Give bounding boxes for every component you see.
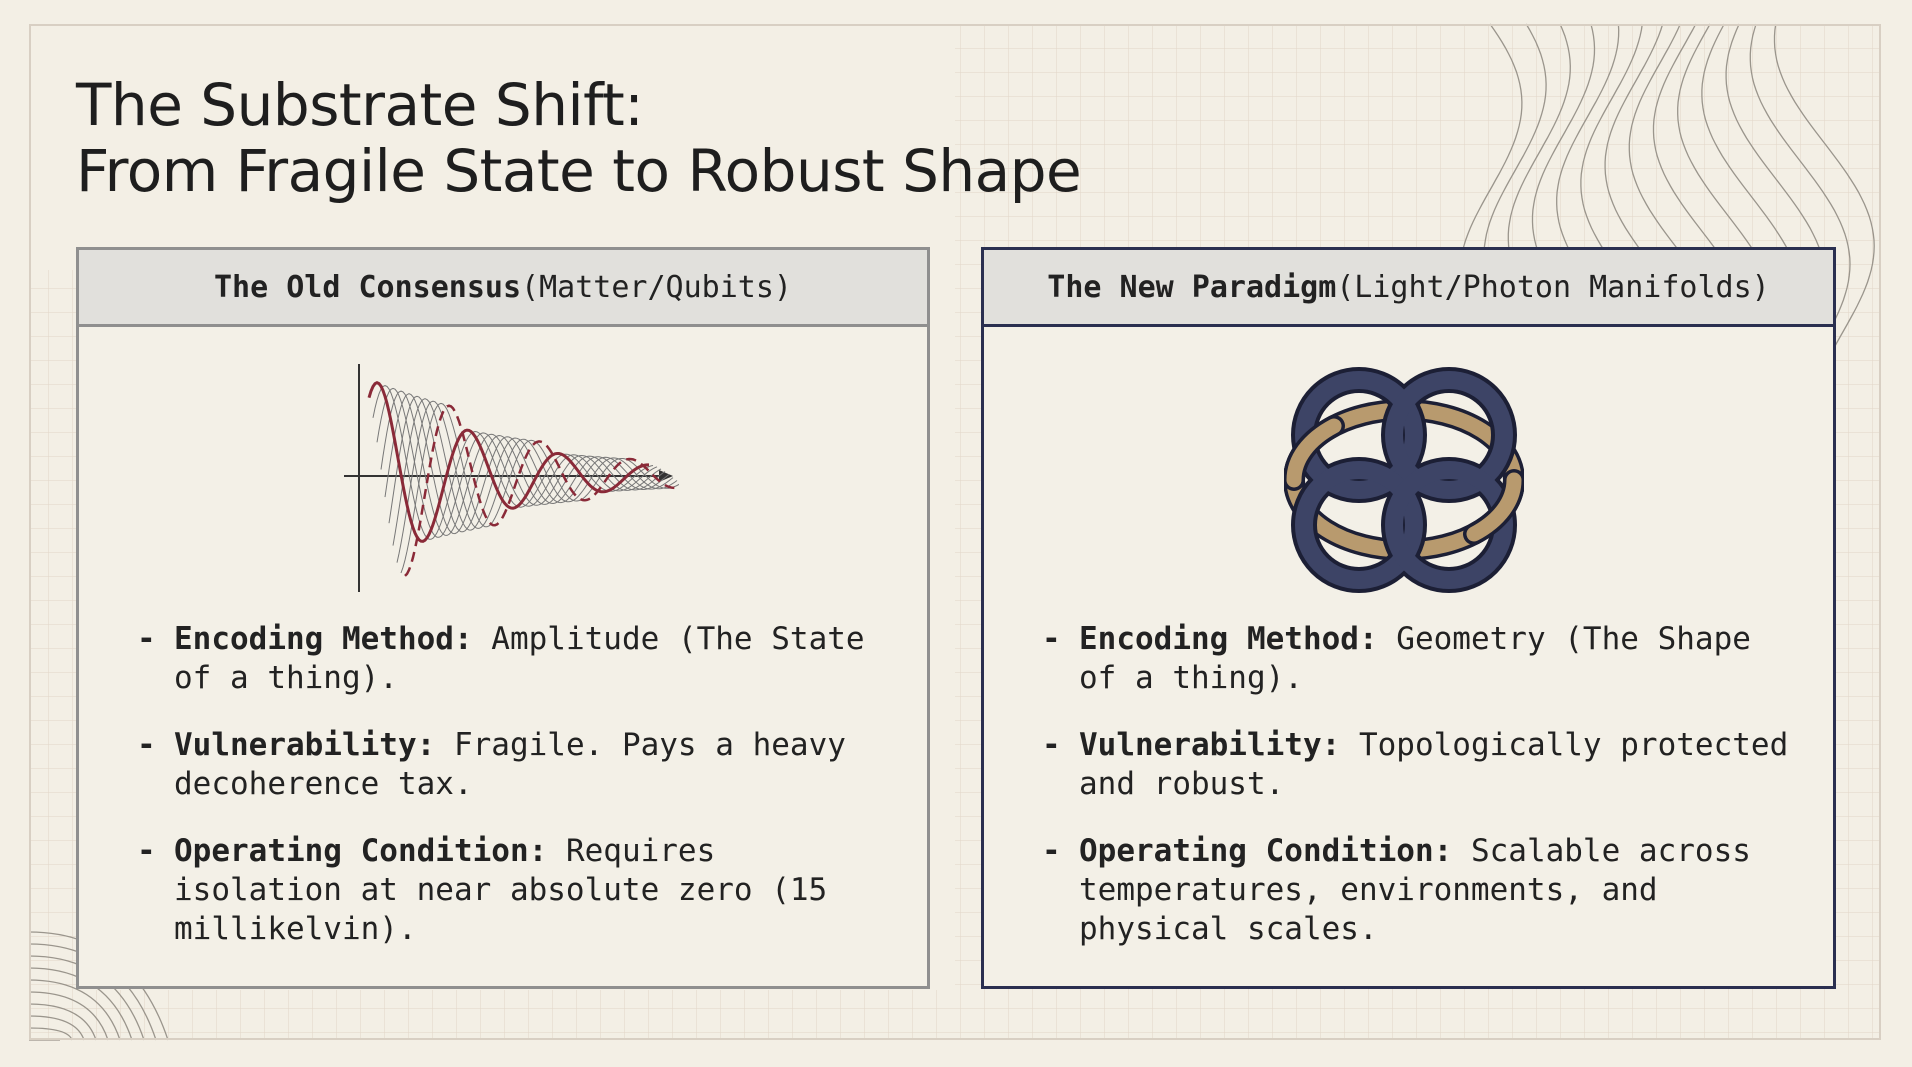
bullet-text: Amplitude (The State of a thing).: [174, 621, 865, 696]
wave-echo: [392, 398, 674, 546]
bullet: - Vulnerability: Topologically protected …: [1042, 727, 1789, 802]
wave-echo: [396, 400, 678, 563]
bullet-label: Vulnerability:: [1079, 727, 1341, 763]
bullet-list: - Encoding Method: Amplitude (The State o…: [137, 620, 894, 977]
bullet-text: Fragile. Pays a heavy decoherence tax.: [174, 727, 846, 802]
bullet-label: Operating Condition:: [1079, 833, 1453, 869]
bullet-text: Scalable across temperatures, environmen…: [1079, 833, 1751, 947]
panel-heading-bold: The New Paradigm: [1047, 269, 1337, 305]
title-line: From Fragile State to Robust Shape: [76, 137, 1082, 205]
bullet-text: Requires isolation at near absolute zero…: [174, 833, 828, 947]
bullet-label: Operating Condition:: [174, 833, 548, 869]
contour-line: [28, 1003, 97, 1041]
bullet: - Vulnerability: Fragile. Pays a heavy de…: [137, 727, 846, 802]
contour-line: [28, 979, 121, 1041]
wave-echo: [380, 390, 662, 536]
panel-heading-rest: (Matter/Qubits): [521, 269, 792, 305]
panel-heading-bold: The Old Consensus: [214, 269, 522, 305]
bullet-label: Encoding Method:: [174, 621, 473, 657]
wave-dashed: [404, 404, 679, 577]
bullet-list: - Encoding Method: Geometry (The Shape of…: [1042, 620, 1799, 977]
contour-line: [28, 1015, 85, 1041]
panel: The New Paradigm (Light/Photon Manifolds…: [981, 247, 1836, 989]
bullet: - Operating Condition: Requires isolation…: [137, 833, 828, 947]
frame: [29, 24, 1881, 1040]
wave-illustration: [344, 364, 679, 592]
wave-echo: [388, 395, 670, 533]
bullet: - Encoding Method: Geometry (The Shape of…: [1042, 621, 1751, 696]
bullet-label: Vulnerability:: [174, 727, 436, 763]
bullet: - Encoding Method: Amplitude (The State o…: [137, 621, 865, 696]
contour-line: [28, 991, 109, 1041]
contour-line: [1773, 23, 1875, 379]
bullet-label: Encoding Method:: [1079, 621, 1378, 657]
title-line: The Substrate Shift:: [76, 71, 644, 139]
wave-echo: [384, 393, 666, 535]
wave: [367, 381, 649, 543]
panel: The Old Consensus (Matter/Qubits) - Encod…: [76, 247, 930, 989]
panel-heading-rest: (Light/Photon Manifolds): [1336, 269, 1770, 305]
bullet: - Operating Condition: Scalable across te…: [1042, 833, 1751, 947]
title: The Substrate Shift: From Fragile State …: [76, 71, 1082, 205]
bullet-text: Geometry (The Shape of a thing).: [1079, 621, 1751, 696]
panel-header: The Old Consensus (Matter/Qubits): [79, 250, 927, 327]
knot-illustration: [1284, 367, 1524, 593]
panel-header: The New Paradigm (Light/Photon Manifolds…: [984, 250, 1833, 327]
wave-echo: [400, 402, 679, 574]
bullet-text: Topologically protected and robust.: [1079, 727, 1789, 802]
